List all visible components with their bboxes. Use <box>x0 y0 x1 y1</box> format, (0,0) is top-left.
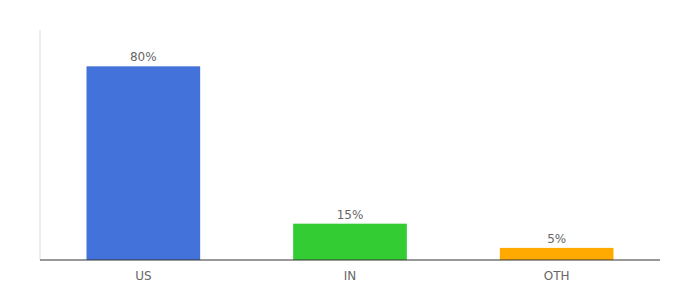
x-tick-labels: US IN OTH <box>135 269 569 283</box>
data-label: 80% <box>130 50 157 64</box>
x-axis-line <box>40 260 660 261</box>
x-tick-label: US <box>135 269 151 283</box>
x-tick-label: OTH <box>544 269 570 283</box>
chart-container: 80% 15% 5% US IN OTH <box>0 0 680 300</box>
y-axis-line <box>40 30 41 260</box>
x-tick-label: IN <box>344 269 357 283</box>
bar <box>293 224 407 260</box>
bars <box>87 66 614 260</box>
chart: 80% 15% 5% US IN OTH <box>0 0 680 300</box>
bar <box>87 66 201 260</box>
data-label: 5% <box>547 232 566 246</box>
data-label: 15% <box>337 208 364 222</box>
bar <box>500 248 614 260</box>
data-labels: 80% 15% 5% <box>130 50 566 246</box>
